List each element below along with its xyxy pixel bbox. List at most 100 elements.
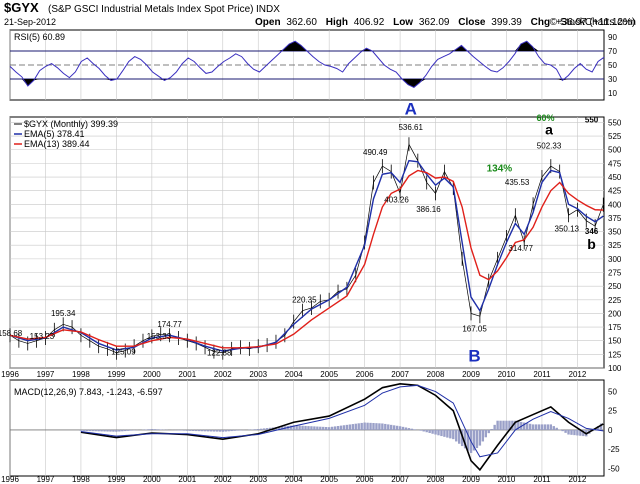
ema13-line [9, 169, 604, 349]
high-value: 406.92 [354, 17, 385, 28]
macd-histogram-bar [212, 429, 216, 432]
price-y-tick: 375 [608, 214, 622, 223]
macd-histogram-bar [466, 429, 470, 451]
macd-histogram-bar [197, 429, 201, 432]
macd-histogram-bar [410, 428, 414, 430]
macd-y-tick: 50 [608, 388, 617, 397]
macd-histogram-bar [333, 426, 337, 430]
macd-histogram-bar [431, 429, 434, 434]
price-annotation: 314.77 [508, 244, 533, 253]
price-annotation: 125.09 [111, 347, 136, 356]
rsi-y-tick: 30 [608, 75, 617, 84]
macd-histogram-bar [392, 425, 396, 430]
macd-histogram-bar [342, 425, 346, 430]
price-y-tick: 475 [608, 159, 622, 168]
price-annotation: 550 [585, 115, 599, 124]
price-annotation: 158.68 [0, 329, 23, 338]
macd-histogram-bar [236, 429, 239, 431]
price-legend: $GYX (Monthly) 399.39 EMA(5) 378.41 EMA(… [14, 119, 118, 149]
x-tick-label: 2010 [498, 370, 516, 379]
wave-annotation: B [468, 346, 480, 365]
macd-histogram-bar [100, 429, 103, 432]
price-y-tick: 350 [608, 228, 622, 237]
signal-line [80, 384, 604, 458]
macd-histogram-bar [354, 423, 357, 430]
macd-y-tick: 0 [608, 426, 613, 435]
macd-histogram-bar [156, 429, 159, 430]
rsi-label: RSI(5) 60.89 [14, 32, 65, 42]
price-y-tick: 125 [608, 350, 622, 359]
axes: 1996199619971997199819981999199920002000… [1, 33, 622, 484]
close-value: 399.39 [491, 17, 522, 28]
macd-histogram-bar [457, 429, 461, 444]
wave-annotation: 60% [536, 113, 554, 123]
macd-histogram-bar [316, 426, 319, 430]
macd-histogram-bar [153, 429, 157, 430]
close-label: Close [458, 17, 486, 28]
macd-y-tick: 25 [608, 407, 617, 416]
macd-histogram-bar [180, 429, 183, 431]
description-label: (S&P GSCI Industrial Metals Index Spot P… [48, 4, 253, 15]
macd-x-tick-label: 2000 [143, 475, 161, 484]
price-y-tick: 100 [608, 364, 622, 373]
macd-histogram-bar [543, 424, 547, 430]
date-label: 21-Sep-2012 [4, 17, 56, 27]
macd-histogram-bar [94, 429, 97, 432]
macd-histogram-bar [268, 427, 272, 430]
macd-histogram-bar [121, 429, 124, 432]
macd-histogram-bar [452, 429, 455, 440]
price-y-tick: 450 [608, 173, 622, 182]
price-y-tick: 150 [608, 337, 622, 346]
macd-histogram-bar [277, 426, 281, 430]
price-y-tick: 225 [608, 296, 622, 305]
macd-label: MACD(12,26,9) 7.843, -1.243, -6.597 [14, 387, 163, 397]
macd-histogram-bar [186, 429, 189, 431]
price-annotation: 174.77 [157, 320, 182, 329]
macd-histogram-bar [106, 429, 109, 432]
macd-x-tick-label: 2004 [285, 475, 303, 484]
price-y-tick: 175 [608, 323, 622, 332]
macd-x-tick-label: 2008 [427, 475, 445, 484]
macd-histogram-bar [528, 423, 532, 430]
macd-histogram-bar [280, 426, 284, 430]
macd-histogram-bar [194, 429, 198, 432]
macd-histogram-bar [390, 424, 393, 430]
exchange-label: INDX [256, 4, 280, 15]
legend-ema5: EMA(5) 378.41 [24, 129, 85, 139]
macd-histogram-bar [189, 429, 192, 431]
macd-histogram-bar [112, 429, 115, 432]
price-y-tick: 425 [608, 187, 622, 196]
macd-histogram-bar [552, 426, 555, 430]
macd-histogram-bar [475, 429, 479, 449]
macd-histogram-bar [327, 427, 331, 430]
macd-histogram-bar [428, 429, 431, 433]
macd-histogram-bar [446, 429, 449, 438]
macd-histogram-bar [357, 423, 360, 430]
wave-annotation: b [587, 236, 596, 252]
price-annotation: 153.23 [30, 332, 55, 341]
macd-histogram-bar [487, 429, 490, 434]
macd-histogram-bar [127, 429, 130, 431]
low-label: Low [393, 17, 413, 28]
rsi-indicator [9, 40, 605, 88]
price-y-tick: 200 [608, 309, 622, 318]
macd-histogram-bar [257, 428, 260, 430]
macd-histogram-bar [540, 424, 544, 430]
x-tick-label: 1999 [107, 370, 125, 379]
macd-histogram-bar [295, 425, 298, 430]
x-tick-label: 2011 [533, 370, 551, 379]
price-annotation: 153.33 [147, 332, 172, 341]
macd-histogram-bar [514, 420, 517, 430]
macd-histogram-bar [259, 428, 263, 430]
macd-histogram-bar [221, 429, 224, 432]
macd-histogram-bar [224, 429, 227, 432]
macd-histogram-bar [254, 429, 257, 430]
macd-histogram-bar [419, 429, 422, 431]
price-annotation: 502.33 [537, 141, 562, 150]
macd-histogram-bar [387, 424, 390, 430]
macd-histogram-bar [472, 429, 476, 451]
macd-histogram-bar [262, 428, 266, 430]
macd-histogram-bar [579, 429, 582, 436]
macd-histogram-bar [345, 424, 349, 430]
